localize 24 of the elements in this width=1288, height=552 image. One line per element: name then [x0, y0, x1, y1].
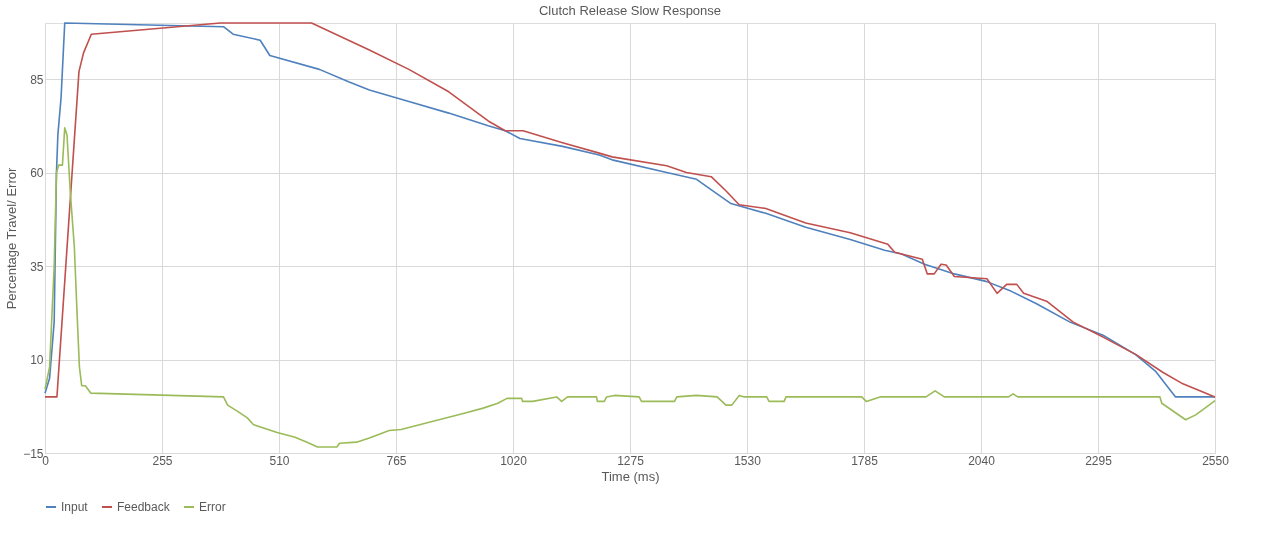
chart-title: Clutch Release Slow Response — [538, 3, 722, 19]
y-tick-label: 85 — [30, 72, 44, 87]
x-tick-label: 255 — [152, 453, 173, 468]
legend-label: Feedback — [117, 500, 171, 514]
x-tick-label: 2040 — [968, 453, 996, 468]
legend-label: Input — [61, 500, 89, 514]
y-axis-title: Percentage Travel/ Error — [4, 167, 20, 310]
x-tick-label: 510 — [269, 453, 290, 468]
x-tick-label: 765 — [386, 453, 407, 468]
x-tick-label: 1020 — [500, 453, 528, 468]
legend-label: Error — [199, 500, 226, 514]
y-tick-label: 60 — [30, 166, 44, 181]
x-tick-label: 0 — [42, 453, 50, 468]
y-tick-label: 10 — [30, 353, 44, 368]
x-tick-label: 1785 — [851, 453, 879, 468]
x-axis-title: Time (ms) — [601, 468, 660, 484]
y-tick-label: −15 — [23, 446, 44, 461]
y-tick-label: 35 — [30, 259, 44, 274]
line-series — [44, 126, 1216, 448]
line-series — [44, 22, 1216, 398]
x-tick-label: 1275 — [617, 453, 645, 468]
x-tick-label: 2550 — [1202, 453, 1230, 468]
x-tick-label: 1530 — [734, 453, 762, 468]
x-tick-label: 2295 — [1085, 453, 1113, 468]
